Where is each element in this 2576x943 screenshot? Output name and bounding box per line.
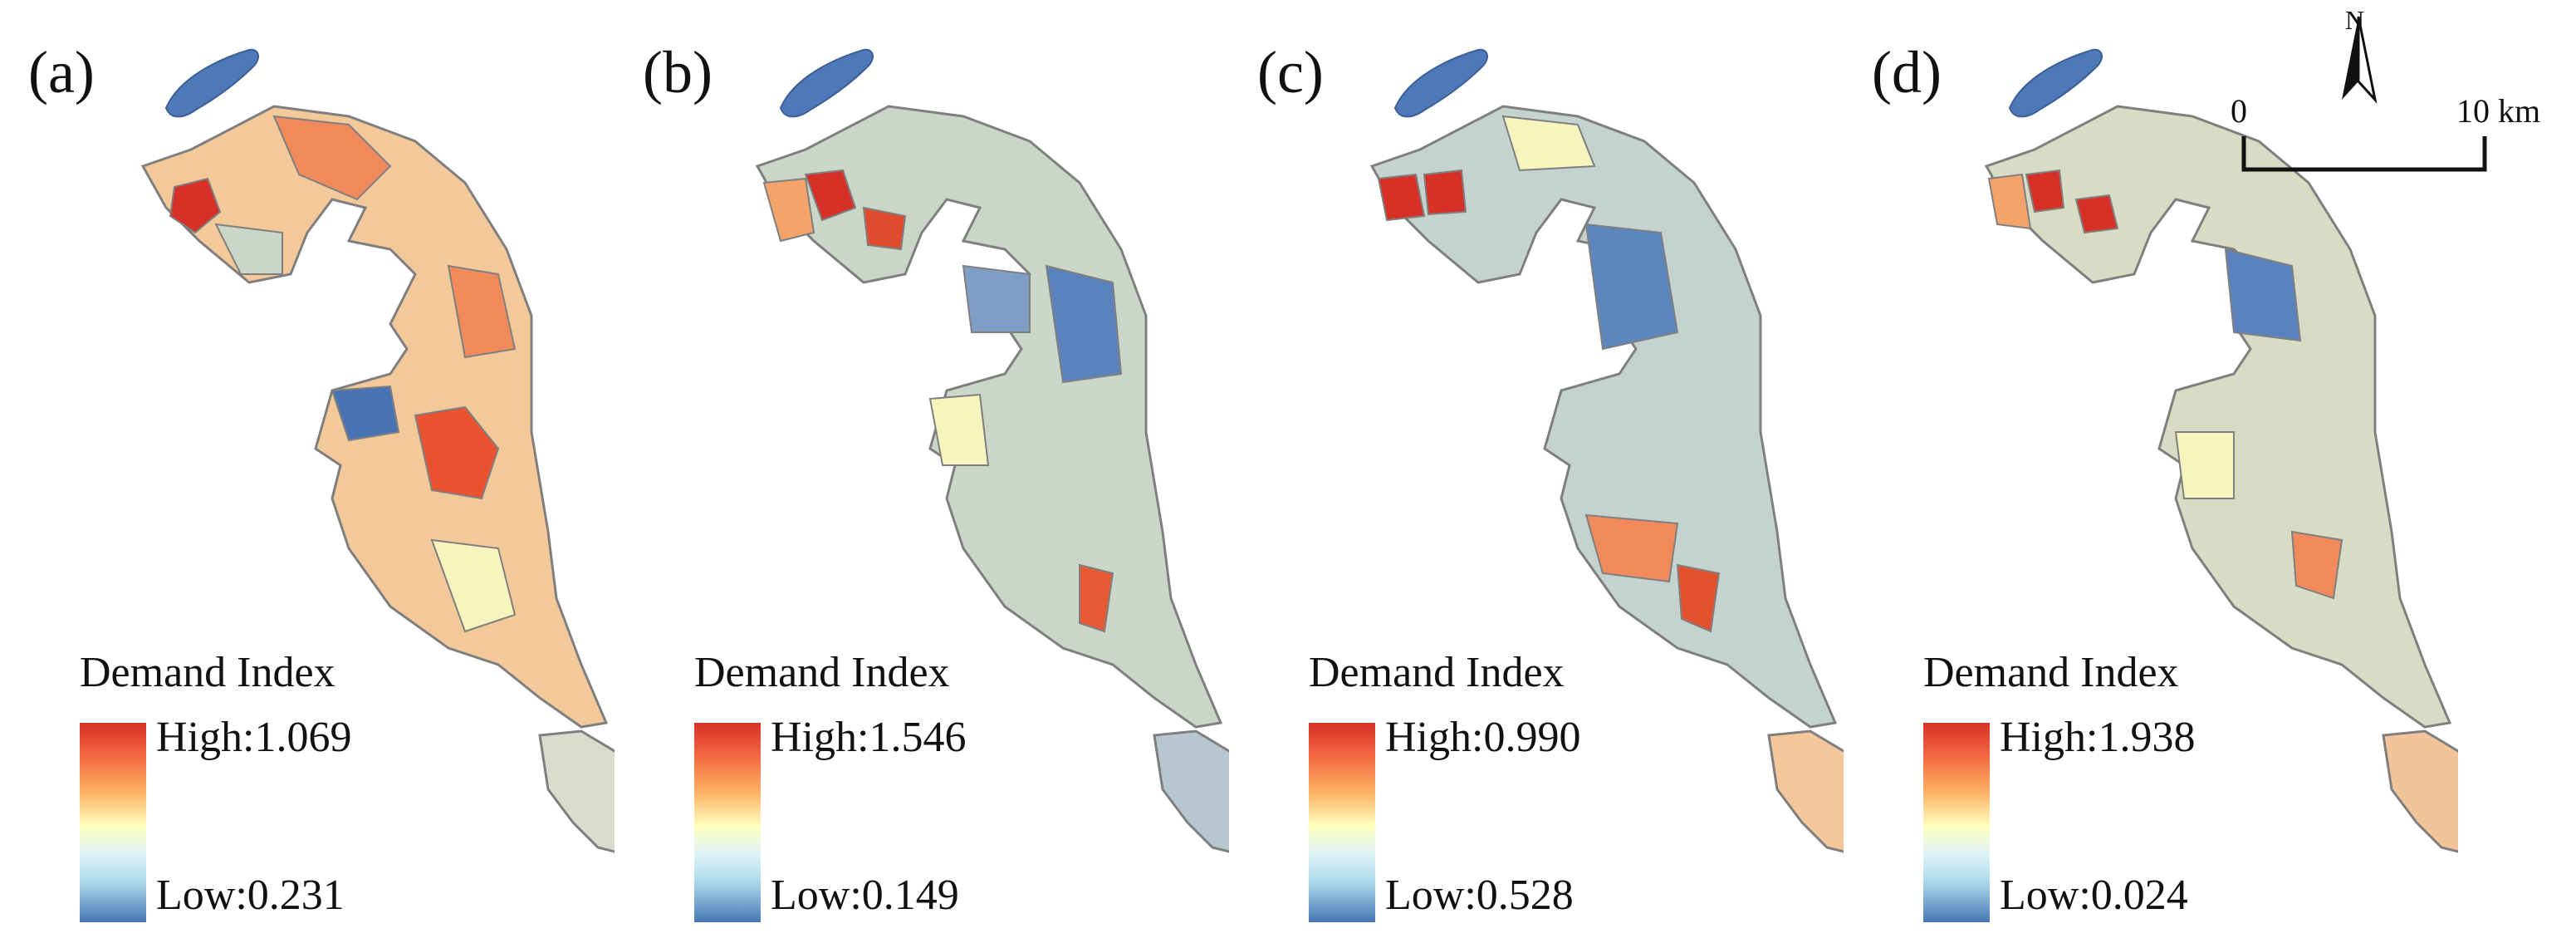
choropleth-map [1984, 48, 2458, 853]
district-mid-high [762, 177, 815, 243]
lake [2008, 48, 2103, 118]
district-high [1079, 563, 1114, 633]
district-high [1423, 169, 1467, 216]
district-high [1377, 173, 1426, 222]
choropleth-map [1369, 48, 1844, 853]
north-arrow-icon [2342, 16, 2378, 105]
scale-bar [2241, 136, 2487, 172]
district-mid-low [214, 223, 283, 275]
district-low [2224, 248, 2302, 342]
district-high [804, 169, 857, 222]
district-low [1045, 264, 1123, 384]
scale-end-label: 10 km [2456, 92, 2541, 130]
island [1767, 729, 1844, 853]
district-mid-high [447, 264, 517, 359]
legend-title: Demand Index [694, 649, 950, 696]
choropleth-map [755, 48, 1229, 853]
district-high [862, 206, 907, 251]
panel-label: (a) [28, 39, 95, 106]
color-ramp [694, 723, 761, 922]
district-high [2074, 194, 2119, 234]
legend-high-label: High:1.069 [156, 714, 352, 761]
map-panel-c: (c) Demand Index High:0.990 Low:0.528 [1229, 0, 1844, 943]
district-low [331, 385, 400, 442]
legend: Demand Index High:1.938 Low:0.024 [1923, 648, 2305, 931]
legend-low-label: Low:0.528 [1385, 872, 1574, 919]
map-panel-d: (d) Demand Index High:1.938 Low:0.024 [1844, 0, 2458, 943]
district-mid-high [272, 115, 392, 201]
legend-high-label: High:1.938 [2000, 714, 2196, 761]
legend: Demand Index High:1.546 Low:0.149 [694, 648, 1076, 931]
legend-title: Demand Index [80, 649, 335, 696]
lake [779, 48, 874, 118]
map-panel-a: (a) Demand Index High:1.069 Low:0.231 [0, 0, 615, 943]
color-ramp [1309, 723, 1375, 922]
district-mid [2174, 431, 2235, 499]
lake [164, 48, 259, 118]
district-mid-high [1584, 513, 1679, 583]
district-high [414, 405, 500, 500]
legend-title: Demand Index [1923, 649, 2179, 696]
district-mid-high [1987, 173, 2032, 230]
legend-low-label: Low:0.231 [156, 872, 345, 919]
color-ramp [80, 723, 146, 922]
district-high [169, 177, 222, 234]
district-mid [430, 538, 517, 633]
map-furniture: N 0 10 km [2226, 0, 2574, 199]
legend-title: Demand Index [1309, 649, 1565, 696]
north-label: N [2345, 5, 2365, 35]
legend-low-label: Low:0.024 [2000, 872, 2188, 919]
legend-high-label: High:1.546 [771, 714, 967, 761]
island [1153, 729, 1229, 853]
island [2382, 729, 2458, 853]
legend: Demand Index High:1.069 Low:0.231 [80, 648, 462, 931]
county-outline [1369, 105, 1838, 729]
choropleth-map [140, 48, 615, 853]
district-high [1676, 563, 1721, 633]
district-low [1584, 223, 1679, 351]
panel-label: (c) [1257, 39, 1324, 106]
district-high [2025, 169, 2065, 214]
panel-label: (b) [643, 39, 713, 106]
district-mid-high [2290, 530, 2343, 600]
district-low [962, 264, 1031, 333]
district-mid [928, 393, 990, 466]
district-mid [1501, 115, 1596, 172]
scale-start-label: 0 [2231, 92, 2247, 130]
legend-high-label: High:0.990 [1385, 714, 1581, 761]
panel-label: (d) [1872, 39, 1942, 106]
island [538, 729, 615, 853]
legend-low-label: Low:0.149 [771, 872, 959, 919]
lake [1393, 48, 1488, 118]
legend: Demand Index High:0.990 Low:0.528 [1309, 648, 1691, 931]
map-panel-b: (b) Demand Index High:1.546 Low:0.149 [615, 0, 1229, 943]
color-ramp [1923, 723, 1990, 922]
